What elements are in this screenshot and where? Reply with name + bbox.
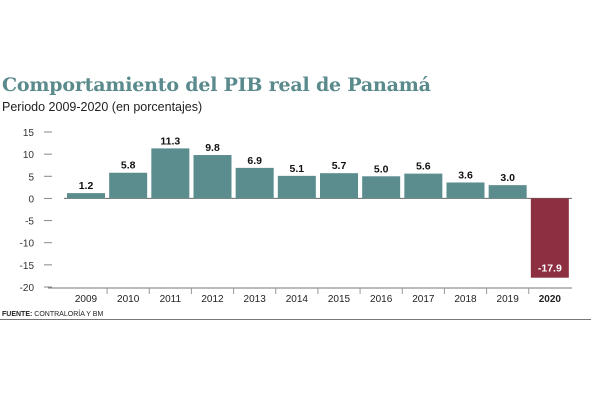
bar-value-label: 11.3 xyxy=(160,135,180,147)
bar xyxy=(235,167,274,199)
bar xyxy=(193,155,232,199)
x-tick-label: 2019 xyxy=(497,294,520,305)
x-tick-label: 2018 xyxy=(454,294,477,305)
x-tick-label: 2010 xyxy=(117,294,140,305)
bar xyxy=(151,148,190,199)
x-tick-label: 2013 xyxy=(244,294,267,305)
bar-value-label: 5.6 xyxy=(416,161,431,173)
x-tick-label: 2015 xyxy=(328,294,351,305)
bar xyxy=(109,172,148,199)
bar-value-label: 3.6 xyxy=(458,169,473,181)
bar-value-label: 6.9 xyxy=(247,155,262,167)
x-tick-label: 2017 xyxy=(412,294,435,305)
source-note: FUENTE: CONTRALORÍA Y BM xyxy=(2,311,103,318)
bar-chart: 15 10 5 0 -5 -10 -15 -20 1.2 2009 5.8 2010 11.3 2011 9… xyxy=(20,128,572,305)
chart-title: Comportamiento del PIB real de Panamá xyxy=(2,74,431,96)
bar-value-label: 5.0 xyxy=(374,163,389,175)
y-tick-label: 0 xyxy=(28,194,34,205)
bar-value-label: 1.2 xyxy=(79,180,94,192)
bar xyxy=(446,182,485,199)
y-tick-label: -5 xyxy=(25,217,34,228)
x-tick-label: 2014 xyxy=(286,294,309,305)
y-tick-label: 5 xyxy=(28,172,34,183)
x-tick-label: 2016 xyxy=(370,294,393,305)
chart-subtitle: Periodo 2009-2020 (en porcentajes) xyxy=(2,100,203,114)
y-tick-label: -20 xyxy=(20,283,35,294)
bar xyxy=(530,198,569,278)
source-text: CONTRALORÍA Y BM xyxy=(34,311,104,318)
bar-value-label: -17.9 xyxy=(538,263,562,275)
x-tick-label: 2009 xyxy=(75,294,98,305)
bar xyxy=(277,175,316,199)
y-tick-label: 10 xyxy=(23,150,35,161)
bar-value-label: 5.8 xyxy=(121,160,136,172)
bar xyxy=(320,173,358,199)
bar xyxy=(488,185,527,199)
y-tick-label: -10 xyxy=(20,239,35,250)
x-tick-label: 2012 xyxy=(201,294,224,305)
bar-value-label: 3.0 xyxy=(500,172,515,184)
bottom-rule xyxy=(0,319,591,320)
bar xyxy=(404,173,443,199)
source-label: FUENTE: xyxy=(2,311,33,318)
bar-value-label: 5.7 xyxy=(332,160,347,172)
y-tick-label: -15 xyxy=(20,261,35,272)
bar xyxy=(362,176,401,199)
bar-value-label: 9.8 xyxy=(205,142,220,154)
x-tick-label: 2020 xyxy=(539,294,562,305)
bar xyxy=(67,193,105,199)
x-tick-label: 2011 xyxy=(160,294,182,305)
bar-value-label: 5.1 xyxy=(290,163,305,175)
y-tick-label: 15 xyxy=(23,128,35,139)
